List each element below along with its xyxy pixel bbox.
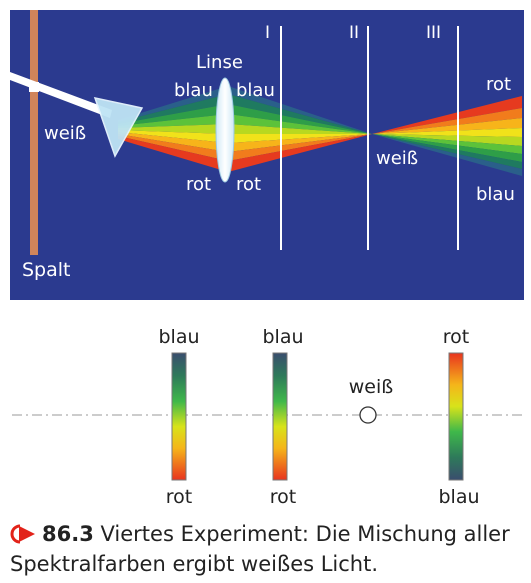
play-arrow-icon — [10, 524, 36, 551]
figure-caption-text: Viertes Experiment: Die Mischung aller S… — [10, 522, 510, 576]
screen-label-1: I — [265, 23, 270, 43]
blue-label-right: blau — [236, 80, 275, 101]
screen-label-3: III — [426, 23, 441, 43]
slit-opening — [29, 82, 39, 92]
strip-1-top-label: blau — [158, 326, 199, 348]
screen-label-2: II — [349, 23, 359, 43]
red-label-left: rot — [186, 174, 211, 195]
strip-screen-1 — [171, 352, 187, 481]
blue-label-left: blau — [174, 80, 213, 101]
lens — [215, 77, 235, 183]
white-label-center: weiß — [376, 148, 418, 169]
strip-3-bottom-label: blau — [438, 486, 479, 508]
strip-screen-3 — [448, 352, 464, 481]
white-point-label: weiß — [349, 376, 394, 398]
right-top-label: rot — [486, 74, 511, 95]
figure-number: 86.3 — [42, 522, 94, 546]
spectrum-converging — [228, 86, 372, 172]
red-label-right: rot — [236, 174, 261, 195]
spectrum-fan-left — [118, 86, 228, 172]
slit-bar — [30, 10, 38, 255]
lens-label: Linse — [196, 52, 243, 73]
figure-caption: 86.3 Viertes Experiment: Die Mischung al… — [10, 521, 525, 578]
white-point-circle — [359, 406, 377, 424]
slit-label: Spalt — [22, 259, 71, 281]
white-label-left: weiß — [44, 123, 86, 144]
prism — [93, 96, 144, 158]
strip-screen-2 — [272, 352, 288, 481]
strip-2-top-label: blau — [262, 326, 303, 348]
strip-2-bottom-label: rot — [270, 486, 296, 508]
strip-3-top-label: rot — [443, 326, 469, 348]
right-bottom-label: blau — [476, 184, 515, 205]
strip-1-bottom-label: rot — [166, 486, 192, 508]
spectrum-diverging — [372, 96, 522, 176]
